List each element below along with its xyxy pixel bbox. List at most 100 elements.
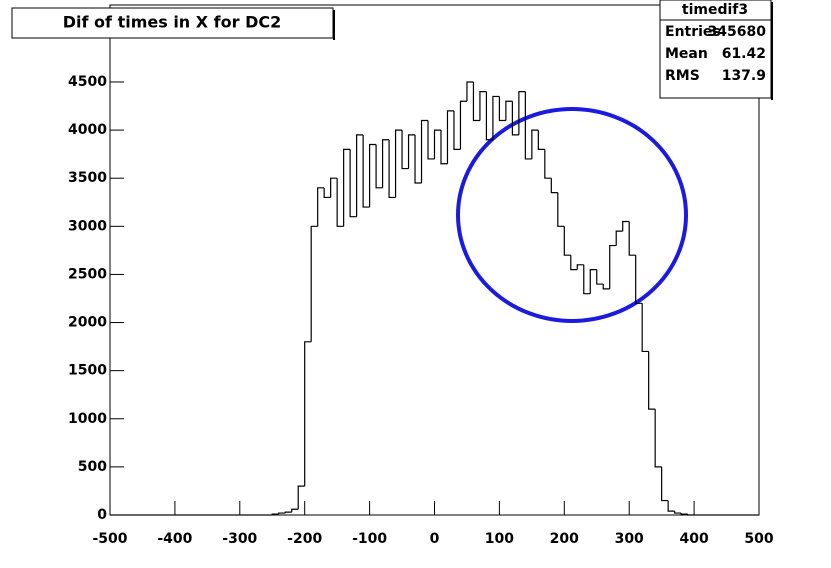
x-tick-label: 500: [744, 531, 773, 547]
histogram-bin: [550, 178, 558, 194]
y-tick-label: 3500: [68, 170, 107, 186]
histogram-bin: [472, 81, 480, 122]
y-tick-label: 1500: [68, 363, 107, 379]
stats-value: 61.42: [722, 46, 766, 62]
histogram-bin: [570, 255, 578, 271]
stats-shadow: [771, 2, 773, 100]
title-box-shadow: [333, 10, 335, 40]
histogram-bin: [635, 255, 643, 304]
histogram-bin: [615, 230, 623, 246]
histogram-bin: [427, 120, 435, 160]
histogram-bin: [466, 81, 474, 102]
stats-frame: [659, 0, 772, 99]
histogram-bin: [394, 129, 403, 198]
x-tick-label: 400: [679, 531, 708, 547]
histogram-bin: [323, 187, 331, 199]
x-tick-label: 0: [430, 531, 440, 547]
histogram-bin: [661, 466, 669, 502]
histogram-bin: [433, 129, 441, 159]
x-tick-label: -100: [352, 531, 387, 547]
histogram-bin: [687, 514, 695, 516]
histogram-bin: [446, 110, 454, 164]
histogram-bin: [641, 303, 649, 353]
y-tick-label: 4500: [68, 74, 107, 90]
x-tick-label: -400: [157, 531, 192, 547]
histogram-bin: [576, 264, 584, 270]
histogram-bin: [667, 500, 675, 512]
histogram-bin: [388, 139, 396, 199]
histogram-bin: [369, 143, 377, 208]
histogram-bin: [440, 130, 448, 165]
x-tick-label: -300: [222, 531, 257, 547]
stats-label: Entries: [665, 24, 721, 40]
histogram-bin: [479, 91, 487, 121]
histogram-bin: [459, 100, 467, 150]
stats-label: Mean: [665, 46, 708, 62]
histogram-bin: [284, 511, 292, 514]
histogram-bin: [278, 512, 286, 515]
histogram-bin: [498, 96, 506, 122]
plot-frame: [109, 4, 760, 516]
histogram-bin: [375, 144, 383, 189]
x-tick-label: 100: [485, 531, 514, 547]
stats-value: 345680: [708, 24, 767, 40]
histogram-bin: [330, 177, 338, 198]
histogram-bin: [674, 511, 682, 514]
histogram-bin: [336, 178, 344, 227]
histogram-bin: [609, 244, 617, 289]
histogram-bin: [589, 269, 597, 294]
histogram-bin: [544, 149, 552, 179]
histogram-bin: [518, 91, 526, 135]
histogram-bin: [531, 129, 539, 159]
y-tick-label: 4000: [68, 122, 107, 138]
histogram-bin: [680, 513, 688, 515]
histogram-bin: [654, 409, 662, 468]
y-tick-label: 2500: [68, 266, 107, 282]
y-tick-label: 2000: [68, 315, 107, 331]
histogram-bin: [505, 100, 513, 121]
x-tick-label: -200: [287, 531, 322, 547]
x-tick-label: 300: [615, 531, 644, 547]
title-box: [11, 7, 334, 39]
histogram-bin: [485, 91, 493, 141]
histogram-bin: [622, 220, 630, 232]
histogram-bin: [310, 225, 318, 342]
histogram-bin: [304, 341, 312, 487]
y-tick-label: 500: [78, 459, 107, 475]
histogram-bin: [602, 284, 610, 290]
y-tick-label: 1000: [68, 411, 107, 427]
histogram-bin: [492, 95, 500, 140]
histogram-bin: [297, 485, 305, 510]
histogram-bin: [596, 269, 604, 285]
histogram-bin: [420, 119, 429, 184]
histogram-bin: [628, 221, 636, 256]
histogram-bin: [537, 130, 545, 150]
histogram-bin: [407, 134, 416, 169]
histogram-bin: [381, 139, 390, 188]
histogram-bin: [557, 192, 565, 227]
histogram-bin: [583, 264, 591, 295]
histogram-bin: [271, 513, 279, 515]
histogram-bin: [524, 91, 532, 160]
stats-label: RMS: [665, 68, 700, 84]
histogram-bin: [349, 149, 357, 218]
histogram-bin: [414, 134, 422, 184]
histogram-bin: [511, 101, 519, 136]
histogram-bin: [648, 351, 656, 410]
y-tick-label: 3000: [68, 218, 107, 234]
x-tick-label: -500: [92, 531, 127, 547]
histogram-bin: [291, 508, 299, 513]
highlight-circle: [456, 107, 688, 323]
histogram-bin: [563, 226, 571, 256]
stats-value: 137.9: [722, 68, 766, 84]
chart-title: Dif of times in X for DC2: [63, 13, 282, 32]
histogram-bin: [356, 134, 364, 217]
y-tick-label: 0: [97, 507, 107, 523]
histogram-bin: [401, 130, 409, 170]
histogram-bin: [362, 134, 370, 208]
histogram-bin: [453, 110, 461, 150]
stats-title: timedif3: [682, 2, 748, 18]
histogram-bin: [317, 187, 325, 227]
